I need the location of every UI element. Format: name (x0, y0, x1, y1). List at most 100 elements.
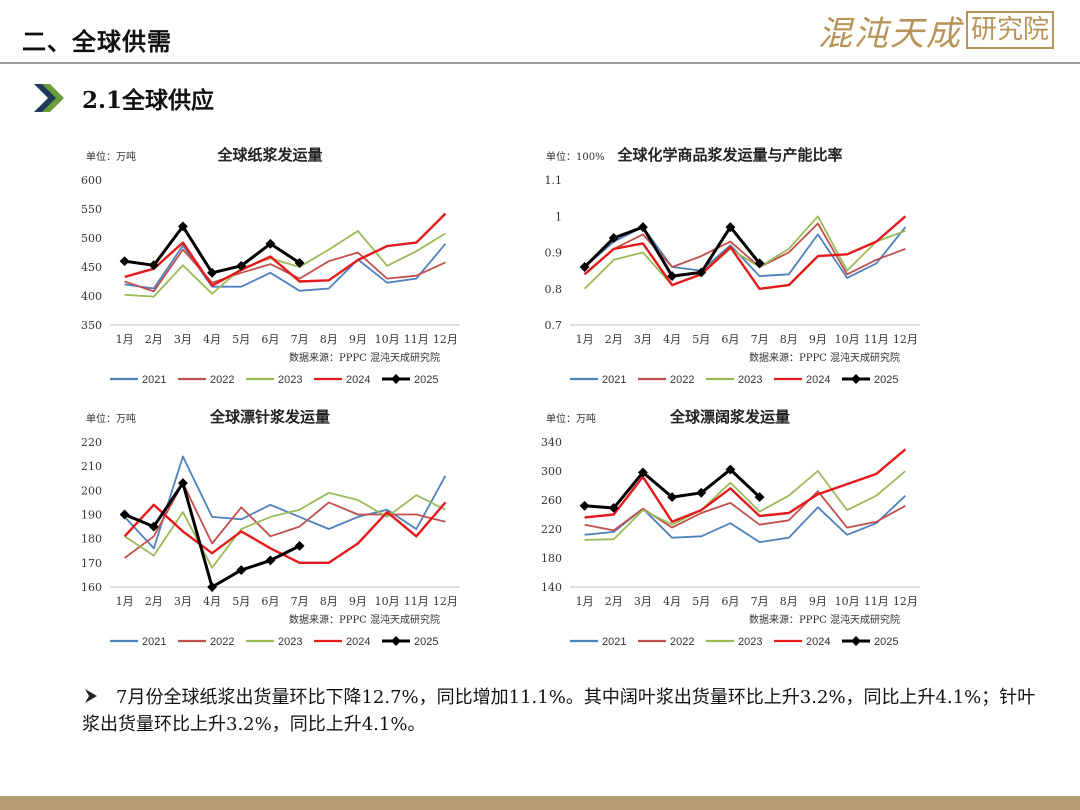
summary-note: 7月份全球纸浆出货量环比下降12.7%，同比增加11.1%。其中阔叶浆出货量环比… (82, 684, 1042, 738)
y-tick-label: 260 (541, 494, 562, 507)
x-tick-label: 8月 (320, 595, 338, 608)
x-tick-label: 8月 (780, 333, 798, 346)
x-tick-label: 5月 (232, 333, 250, 346)
source-label: 数据来源：PPPC 混沌天成研究院 (749, 613, 900, 626)
chart-svg: 全球漂针浆发运量 单位：万吨 160 170 180 190 200 210 220 1月 2月 3月… (81, 408, 460, 648)
x-tick-label: 11月 (404, 333, 429, 346)
series-point-2025 (608, 503, 619, 513)
x-tick-label: 2月 (145, 333, 163, 346)
legend-label: 2023 (738, 374, 762, 386)
y-tick-label: 550 (81, 203, 102, 216)
section-title: 2.1全球供应 (82, 87, 215, 114)
x-tick-label: 9月 (809, 595, 827, 608)
logo: 混沌天成 研究院 (817, 8, 1054, 54)
unit-label: 单位：万吨 (546, 412, 596, 425)
x-tick-label: 3月 (174, 333, 192, 346)
x-tick-label: 10月 (375, 595, 400, 608)
logo-text: 混沌天成 (817, 13, 962, 54)
series-line-2021 (124, 243, 447, 292)
series-point-2025 (265, 555, 276, 566)
series-line-2025 (584, 468, 761, 510)
series-line-2024 (123, 501, 447, 565)
x-tick-label: 9月 (809, 333, 827, 346)
series-point-2025 (177, 221, 188, 232)
legend-label: 2025 (414, 374, 438, 386)
source-label: 数据来源：PPPC 混沌天成研究院 (289, 351, 440, 364)
section-heading: 2.1全球供应 (34, 80, 214, 116)
legend-label: 2025 (874, 636, 898, 648)
x-tick-label: 12月 (893, 333, 918, 346)
y-tick-label: 0.9 (545, 247, 563, 260)
x-tick-label: 1月 (116, 333, 134, 346)
x-tick-label: 4月 (203, 595, 221, 608)
chevron-right-icon (34, 84, 64, 112)
series-line-2022 (584, 222, 906, 276)
source-label: 数据来源：PPPC 混沌天成研究院 (289, 613, 440, 626)
series-line-2023 (124, 230, 446, 298)
y-tick-label: 500 (81, 232, 102, 245)
chart-svg: 全球漂阔浆发运量 单位：万吨 140 180 220 260 300 340 1月 2月 3月 4月 5… (541, 408, 920, 648)
y-tick-label: 180 (81, 533, 102, 546)
x-tick-label: 2月 (605, 333, 623, 346)
y-tick-label: 600 (81, 174, 102, 187)
series-point-2025 (294, 540, 305, 551)
x-tick-label: 4月 (663, 595, 681, 608)
series-point-2025 (696, 267, 707, 278)
header: 二、全球供需 混沌天成 研究院 (0, 0, 1080, 64)
legend-marker (391, 636, 401, 646)
legend-label: 2022 (670, 374, 694, 386)
legend-marker (851, 374, 861, 384)
y-tick-label: 450 (81, 261, 102, 274)
y-tick-label: 190 (81, 509, 102, 522)
series-point-2025 (579, 500, 590, 511)
unit-label: 单位：万吨 (86, 412, 136, 425)
series-line-2024 (583, 215, 907, 291)
x-tick-label: 6月 (261, 333, 279, 346)
series-line-2021 (584, 226, 907, 279)
x-tick-label: 4月 (203, 333, 221, 346)
x-tick-label: 7月 (291, 595, 309, 608)
y-tick-label: 0.7 (545, 319, 563, 332)
x-tick-label: 3月 (174, 595, 192, 608)
legend-label: 2024 (346, 374, 370, 386)
series-line-2022 (124, 248, 446, 293)
x-tick-label: 12月 (893, 595, 918, 608)
chart-svg: 全球纸浆发运量 单位：万吨 350 400 450 500 550 600 1月 2月 3月 4月 5月… (81, 146, 460, 386)
legend-label: 2022 (670, 636, 694, 648)
chart-bleached-hardwood-shipments: 全球漂阔浆发运量 单位：万吨 140 180 220 260 300 340 1月 2月 3月 4月 5… (540, 402, 940, 652)
chart-chemical-pulp-shipment-capacity-ratio: 全球化学商品浆发运量与产能比率 单位：100% 0.7 0.8 0.9 1 1.1 1月 2月 3… (540, 140, 940, 390)
series-line-2023 (124, 491, 446, 569)
series-line-2024 (124, 212, 447, 287)
legend-label: 2024 (806, 636, 830, 648)
x-tick-label: 3月 (634, 595, 652, 608)
series-point-2025 (177, 478, 188, 489)
series-point-2025 (119, 256, 130, 267)
x-tick-label: 6月 (721, 595, 739, 608)
logo-box: 研究院 (965, 11, 1054, 49)
legend-label: 2021 (602, 374, 626, 386)
legend-label: 2021 (142, 636, 166, 648)
x-tick-label: 5月 (692, 595, 710, 608)
legend-label: 2024 (806, 374, 830, 386)
source-label: 数据来源：PPPC 混沌天成研究院 (749, 351, 900, 364)
summary-text: 7月份全球纸浆出货量环比下降12.7%，同比增加11.1%。其中阔叶浆出货量环比… (82, 687, 1036, 735)
y-tick-label: 1.1 (545, 174, 563, 187)
series-line-2024 (584, 448, 907, 524)
x-tick-label: 11月 (404, 595, 429, 608)
footer-bar (0, 796, 1080, 810)
x-tick-label: 12月 (433, 595, 458, 608)
unit-label: 单位：100% (546, 150, 605, 163)
y-tick-label: 220 (541, 523, 562, 536)
y-tick-label: 180 (541, 552, 562, 565)
legend-label: 2022 (210, 636, 234, 648)
y-tick-label: 300 (541, 465, 562, 478)
x-tick-label: 1月 (576, 595, 594, 608)
series-point-2025 (294, 257, 305, 268)
y-tick-label: 170 (81, 557, 102, 570)
y-tick-label: 200 (81, 484, 102, 497)
legend-label: 2021 (602, 636, 626, 648)
y-tick-label: 400 (81, 290, 102, 303)
y-tick-label: 210 (81, 460, 102, 473)
y-tick-label: 0.8 (545, 283, 563, 296)
series-line-2023 (584, 470, 906, 541)
